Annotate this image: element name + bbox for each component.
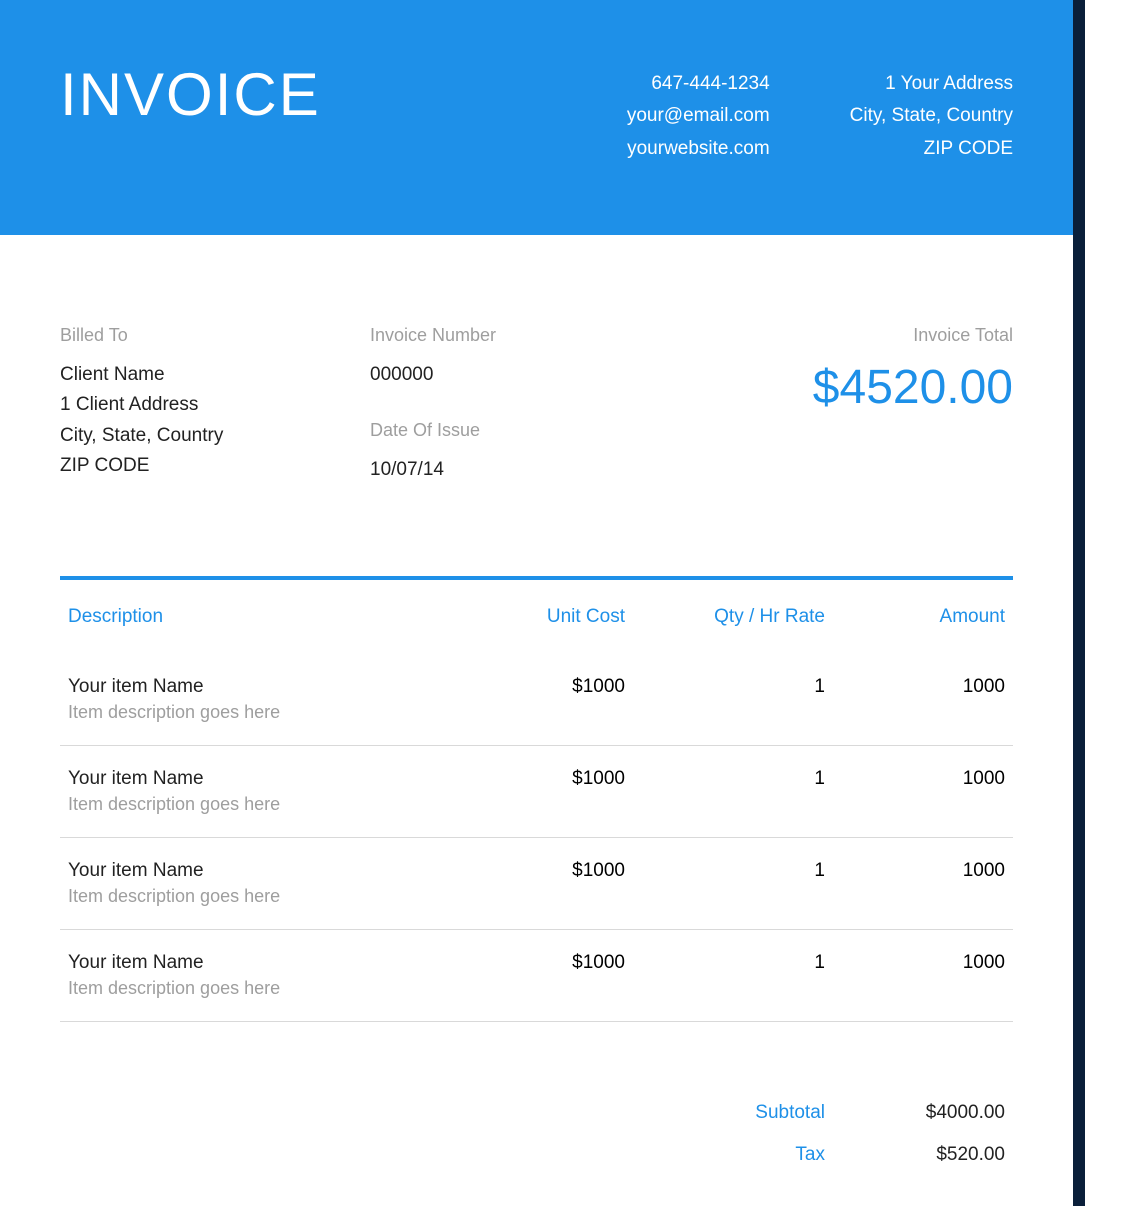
item-name: Your item Name: [68, 676, 445, 698]
item-unit-cost: $1000: [445, 676, 625, 723]
line-items-header: Description Unit Cost Qty / Hr Rate Amou…: [60, 576, 1013, 654]
billed-to-zip: ZIP CODE: [60, 451, 370, 481]
item-description: Item description goes here: [68, 794, 445, 815]
invoice-header: INVOICE 647-444-1234 your@email.com your…: [0, 0, 1073, 235]
line-items-body: Your item Name Item description goes here…: [60, 654, 1013, 1022]
item-name: Your item Name: [68, 768, 445, 790]
header-address-line2: City, State, Country: [850, 100, 1013, 132]
col-unit-cost: Unit Cost: [445, 606, 625, 628]
tax-row: Tax $520.00: [60, 1134, 1005, 1176]
item-unit-cost: $1000: [445, 860, 625, 907]
item-description: Item description goes here: [68, 886, 445, 907]
invoice-info-block: Invoice Number 000000 Date Of Issue 10/0…: [370, 325, 630, 516]
item-amount: 1000: [825, 768, 1005, 815]
item-unit-cost: $1000: [445, 768, 625, 815]
invoice-meta: Billed To Client Name 1 Client Address C…: [0, 235, 1073, 576]
invoice-title: INVOICE: [60, 60, 321, 129]
billed-to-block: Billed To Client Name 1 Client Address C…: [60, 325, 370, 482]
item-unit-cost: $1000: [445, 952, 625, 999]
item-name: Your item Name: [68, 952, 445, 974]
tax-value: $520.00: [825, 1144, 1005, 1166]
header-info: 647-444-1234 your@email.com yourwebsite.…: [627, 60, 1013, 165]
line-items: Description Unit Cost Qty / Hr Rate Amou…: [0, 576, 1073, 1052]
item-qty: 1: [625, 860, 825, 907]
item-description: Item description goes here: [68, 702, 445, 723]
billed-to-address: 1 Client Address: [60, 390, 370, 420]
line-item-row: Your item Name Item description goes here…: [60, 746, 1013, 838]
item-name: Your item Name: [68, 860, 445, 882]
header-phone: 647-444-1234: [627, 68, 770, 100]
item-description: Item description goes here: [68, 978, 445, 999]
header-address-zip: ZIP CODE: [850, 133, 1013, 165]
header-address-line1: 1 Your Address: [850, 68, 1013, 100]
header-website: yourwebsite.com: [627, 133, 770, 165]
invoice-total-block: Invoice Total $4520.00: [630, 325, 1013, 415]
col-amount: Amount: [825, 606, 1005, 628]
item-qty: 1: [625, 952, 825, 999]
billed-to-label: Billed To: [60, 325, 370, 346]
header-email: your@email.com: [627, 100, 770, 132]
invoice-total-label: Invoice Total: [630, 325, 1013, 346]
date-of-issue-label: Date Of Issue: [370, 420, 630, 441]
col-description: Description: [68, 606, 445, 628]
item-amount: 1000: [825, 676, 1005, 723]
subtotal-label: Subtotal: [645, 1102, 825, 1124]
billed-to-name: Client Name: [60, 360, 370, 390]
header-address: 1 Your Address City, State, Country ZIP …: [850, 68, 1013, 165]
item-qty: 1: [625, 768, 825, 815]
invoice-number-label: Invoice Number: [370, 325, 630, 346]
invoice-number: 000000: [370, 360, 630, 390]
invoice-totals: Subtotal $4000.00 Tax $520.00: [0, 1052, 1073, 1206]
billed-to-city: City, State, Country: [60, 421, 370, 451]
tax-label: Tax: [645, 1144, 825, 1166]
item-amount: 1000: [825, 860, 1005, 907]
header-contact: 647-444-1234 your@email.com yourwebsite.…: [627, 68, 770, 165]
invoice-page: INVOICE 647-444-1234 your@email.com your…: [0, 0, 1085, 1206]
line-item-row: Your item Name Item description goes here…: [60, 930, 1013, 1022]
date-of-issue: 10/07/14: [370, 455, 630, 485]
col-qty: Qty / Hr Rate: [625, 606, 825, 628]
item-qty: 1: [625, 676, 825, 723]
subtotal-row: Subtotal $4000.00: [60, 1092, 1005, 1134]
line-item-row: Your item Name Item description goes here…: [60, 654, 1013, 746]
line-item-row: Your item Name Item description goes here…: [60, 838, 1013, 930]
invoice-total-value: $4520.00: [630, 360, 1013, 415]
subtotal-value: $4000.00: [825, 1102, 1005, 1124]
item-amount: 1000: [825, 952, 1005, 999]
